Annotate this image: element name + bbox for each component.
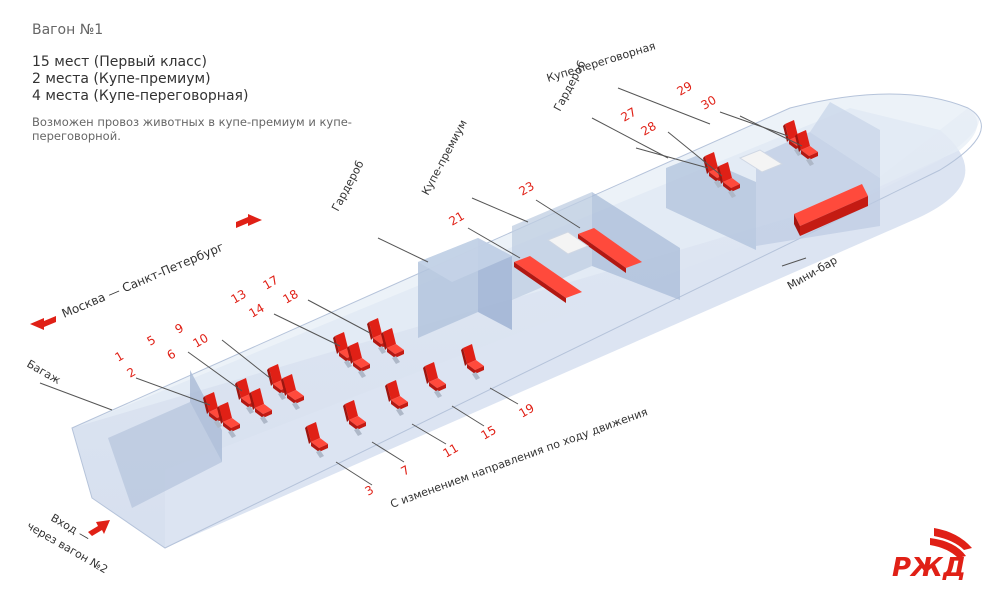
arrow-left-icon xyxy=(30,316,56,330)
label-premium: Купе-премиум xyxy=(419,118,470,198)
seat-number-23: 23 xyxy=(517,179,537,199)
premium-bed-23[interactable] xyxy=(578,228,642,273)
entrance-indicator: Вход — через вагон №2 xyxy=(25,511,111,576)
seat-number-11: 11 xyxy=(441,441,461,461)
seat-number-3: 3 xyxy=(363,483,377,499)
pets-note: Возможен провоз животных в купе-премиум … xyxy=(32,115,352,143)
logo-text: РЖД xyxy=(892,553,966,583)
car-info: Вагон №1 15 мест (Первый класс) 2 места … xyxy=(32,22,392,143)
capacity-meeting: 4 места (Купе-переговорная) xyxy=(32,88,249,104)
carriage-front-wall xyxy=(72,108,980,548)
label-baggage: Багаж xyxy=(25,357,63,387)
seat-number-19: 19 xyxy=(517,401,537,421)
baggage-compartment xyxy=(108,402,222,508)
carriage-outline xyxy=(71,93,982,549)
seat-number-17: 17 xyxy=(261,273,281,293)
capacity-premium: 2 места (Купе-премиум) xyxy=(32,71,211,87)
wardrobe-1-box xyxy=(418,238,512,338)
seat-number-27: 27 xyxy=(619,105,639,125)
meeting-table xyxy=(738,149,784,173)
seat-number-21: 21 xyxy=(447,209,467,229)
meeting-sofa[interactable] xyxy=(794,184,868,236)
seat-number-6: 6 xyxy=(165,347,179,363)
direction-label: Москва — Санкт-Петербург xyxy=(60,240,226,321)
seat-number-13: 13 xyxy=(229,287,249,307)
label-wardrobe-1: Гардероб xyxy=(329,158,367,213)
meeting-compartment-box xyxy=(756,102,880,246)
arrow-right-icon xyxy=(236,214,262,228)
seat-number-15: 15 xyxy=(479,423,499,443)
seat-number-5: 5 xyxy=(145,333,159,349)
seat-number-7: 7 xyxy=(399,463,413,479)
seat-number-28: 28 xyxy=(639,119,659,139)
capacity-first-class: 15 мест (Первый класс) xyxy=(32,54,207,70)
leader-lines xyxy=(39,87,807,486)
arrow-up-right-icon xyxy=(88,520,110,536)
seat-number-29: 29 xyxy=(675,79,695,99)
label-meeting: Купе-переговорная xyxy=(545,39,657,85)
direction-indicator: Москва — Санкт-Петербург xyxy=(30,214,262,330)
seat-number-10: 10 xyxy=(191,331,211,351)
car-title: Вагон №1 xyxy=(32,22,104,38)
premium-table xyxy=(546,231,590,255)
seat-number-18: 18 xyxy=(281,287,301,307)
premium-bed-21[interactable] xyxy=(514,256,582,303)
seat-number-9: 9 xyxy=(173,321,187,337)
seat-number-30: 30 xyxy=(699,93,719,113)
seat-number-14: 14 xyxy=(247,301,267,321)
seat-number-1: 1 xyxy=(113,349,127,365)
rzd-logo: РЖД xyxy=(892,528,972,583)
